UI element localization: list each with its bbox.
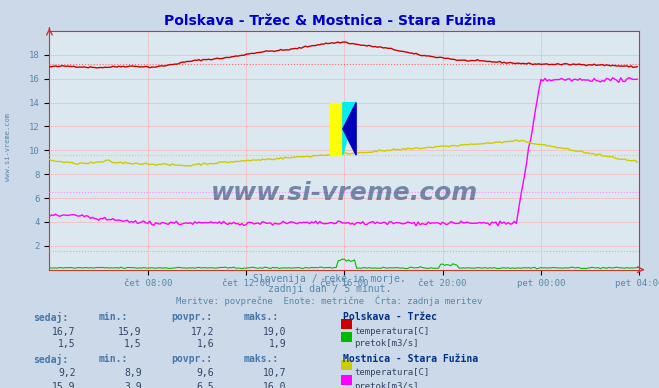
Text: 3,9: 3,9 bbox=[124, 382, 142, 388]
Text: Slovenija / reke in morje.: Slovenija / reke in morje. bbox=[253, 274, 406, 284]
Text: zadnji dan / 5 minut.: zadnji dan / 5 minut. bbox=[268, 284, 391, 294]
Text: 19,0: 19,0 bbox=[263, 327, 287, 337]
Text: min.:: min.: bbox=[99, 312, 129, 322]
Text: 16,0: 16,0 bbox=[263, 382, 287, 388]
Text: sedaj:: sedaj: bbox=[33, 354, 68, 365]
Text: maks.:: maks.: bbox=[244, 354, 279, 364]
Text: min.:: min.: bbox=[99, 354, 129, 364]
Text: 1,6: 1,6 bbox=[196, 340, 214, 350]
Text: temperatura[C]: temperatura[C] bbox=[355, 327, 430, 336]
Text: 1,5: 1,5 bbox=[58, 340, 76, 350]
Text: 16,7: 16,7 bbox=[52, 327, 76, 337]
Text: www.si-vreme.com: www.si-vreme.com bbox=[211, 181, 478, 205]
Text: Polskava - Tržec: Polskava - Tržec bbox=[343, 312, 437, 322]
Text: 8,9: 8,9 bbox=[124, 368, 142, 378]
Text: 15,9: 15,9 bbox=[118, 327, 142, 337]
Polygon shape bbox=[343, 103, 356, 155]
Text: sedaj:: sedaj: bbox=[33, 312, 68, 323]
Text: Polskava - Tržec & Mostnica - Stara Fužina: Polskava - Tržec & Mostnica - Stara Fuži… bbox=[163, 14, 496, 28]
Text: 9,6: 9,6 bbox=[196, 368, 214, 378]
Text: 15,9: 15,9 bbox=[52, 382, 76, 388]
Text: povpr.:: povpr.: bbox=[171, 312, 212, 322]
Text: 17,2: 17,2 bbox=[190, 327, 214, 337]
Text: 1,9: 1,9 bbox=[269, 340, 287, 350]
Text: temperatura[C]: temperatura[C] bbox=[355, 368, 430, 377]
Text: www.si-vreme.com: www.si-vreme.com bbox=[5, 113, 11, 182]
Text: povpr.:: povpr.: bbox=[171, 354, 212, 364]
Bar bbox=[330, 103, 343, 155]
Text: 1,5: 1,5 bbox=[124, 340, 142, 350]
Text: Mostnica - Stara Fužina: Mostnica - Stara Fužina bbox=[343, 354, 478, 364]
Text: 9,2: 9,2 bbox=[58, 368, 76, 378]
Text: 10,7: 10,7 bbox=[263, 368, 287, 378]
Text: maks.:: maks.: bbox=[244, 312, 279, 322]
Text: pretok[m3/s]: pretok[m3/s] bbox=[355, 340, 419, 348]
Polygon shape bbox=[343, 103, 356, 155]
Text: pretok[m3/s]: pretok[m3/s] bbox=[355, 382, 419, 388]
Text: Meritve: povprečne  Enote: metrične  Črta: zadnja meritev: Meritve: povprečne Enote: metrične Črta:… bbox=[177, 295, 482, 306]
Text: 6,5: 6,5 bbox=[196, 382, 214, 388]
